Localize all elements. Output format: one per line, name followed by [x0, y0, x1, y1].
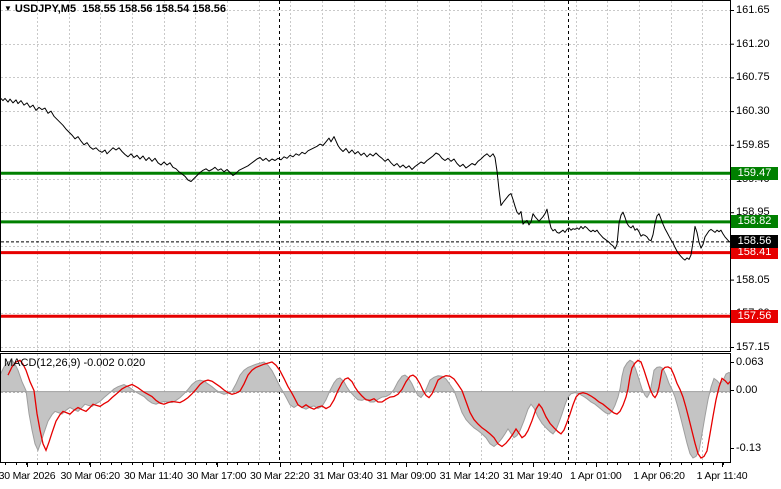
time-axis-label: 31 Mar 19:40	[502, 470, 563, 482]
time-axis-label: 1 Apr 11:40	[696, 470, 748, 482]
time-axis-label: 30 Mar 22:20	[250, 470, 310, 482]
price-axis-label: 158.05	[736, 274, 770, 286]
price-axis-label: 159.85	[736, 139, 770, 151]
time-axis-label: 31 Mar 03:40	[313, 470, 373, 482]
price-line	[1, 97, 730, 261]
price-level-tag-157.56[interactable]: 157.56	[731, 310, 778, 323]
macd-axis-label: -0.13	[736, 442, 762, 454]
time-axis-label: 30 Mar 17:00	[186, 470, 247, 482]
price-axis-label: 161.20	[736, 38, 770, 50]
symbol-ohlc-bar: ▼ USDJPY,M5 158.55 158.56 158.54 158.56	[4, 3, 226, 15]
macd-axis-label: 0.00	[736, 384, 758, 396]
collapse-triangle-icon[interactable]: ▼	[4, 4, 12, 13]
price-axis-label: 157.15	[736, 341, 770, 353]
time-axis-label: 1 Apr 01:00	[570, 470, 622, 482]
time-axis-label: 30 Mar 06:20	[60, 470, 120, 482]
price-axis-label: 161.65	[736, 4, 770, 16]
macd-indicator-label: MACD(12,26,9) -0.002 0.020	[4, 357, 146, 369]
macd-axis-label: 0.063	[736, 356, 764, 368]
time-axis-label: 1 Apr 06:20	[633, 470, 685, 482]
macd-histogram	[1, 359, 730, 459]
time-axis-label: 31 Mar 14:20	[439, 470, 500, 482]
macd-signal-line	[7, 359, 730, 459]
ohlc-values: 158.55 158.56 158.54 158.56	[82, 3, 226, 15]
macd-panel-border	[0, 353, 731, 463]
time-axis-label: 31 Mar 09:00	[376, 470, 436, 482]
time-axis-label: 30 Mar 2026	[0, 470, 56, 482]
price-axis-label: 160.75	[736, 71, 770, 83]
current-price-tag: 158.56	[731, 235, 778, 248]
main-panel-border	[0, 0, 731, 352]
time-axis-label: 30 Mar 11:40	[124, 470, 183, 482]
price-level-tag-159.47[interactable]: 159.47	[731, 167, 778, 180]
price-level-tag-158.82[interactable]: 158.82	[731, 215, 778, 228]
price-axis-label: 160.30	[736, 105, 770, 117]
price-level-tag-158.41[interactable]: 158.41	[731, 246, 778, 259]
symbol-label: USDJPY,M5	[14, 3, 77, 15]
